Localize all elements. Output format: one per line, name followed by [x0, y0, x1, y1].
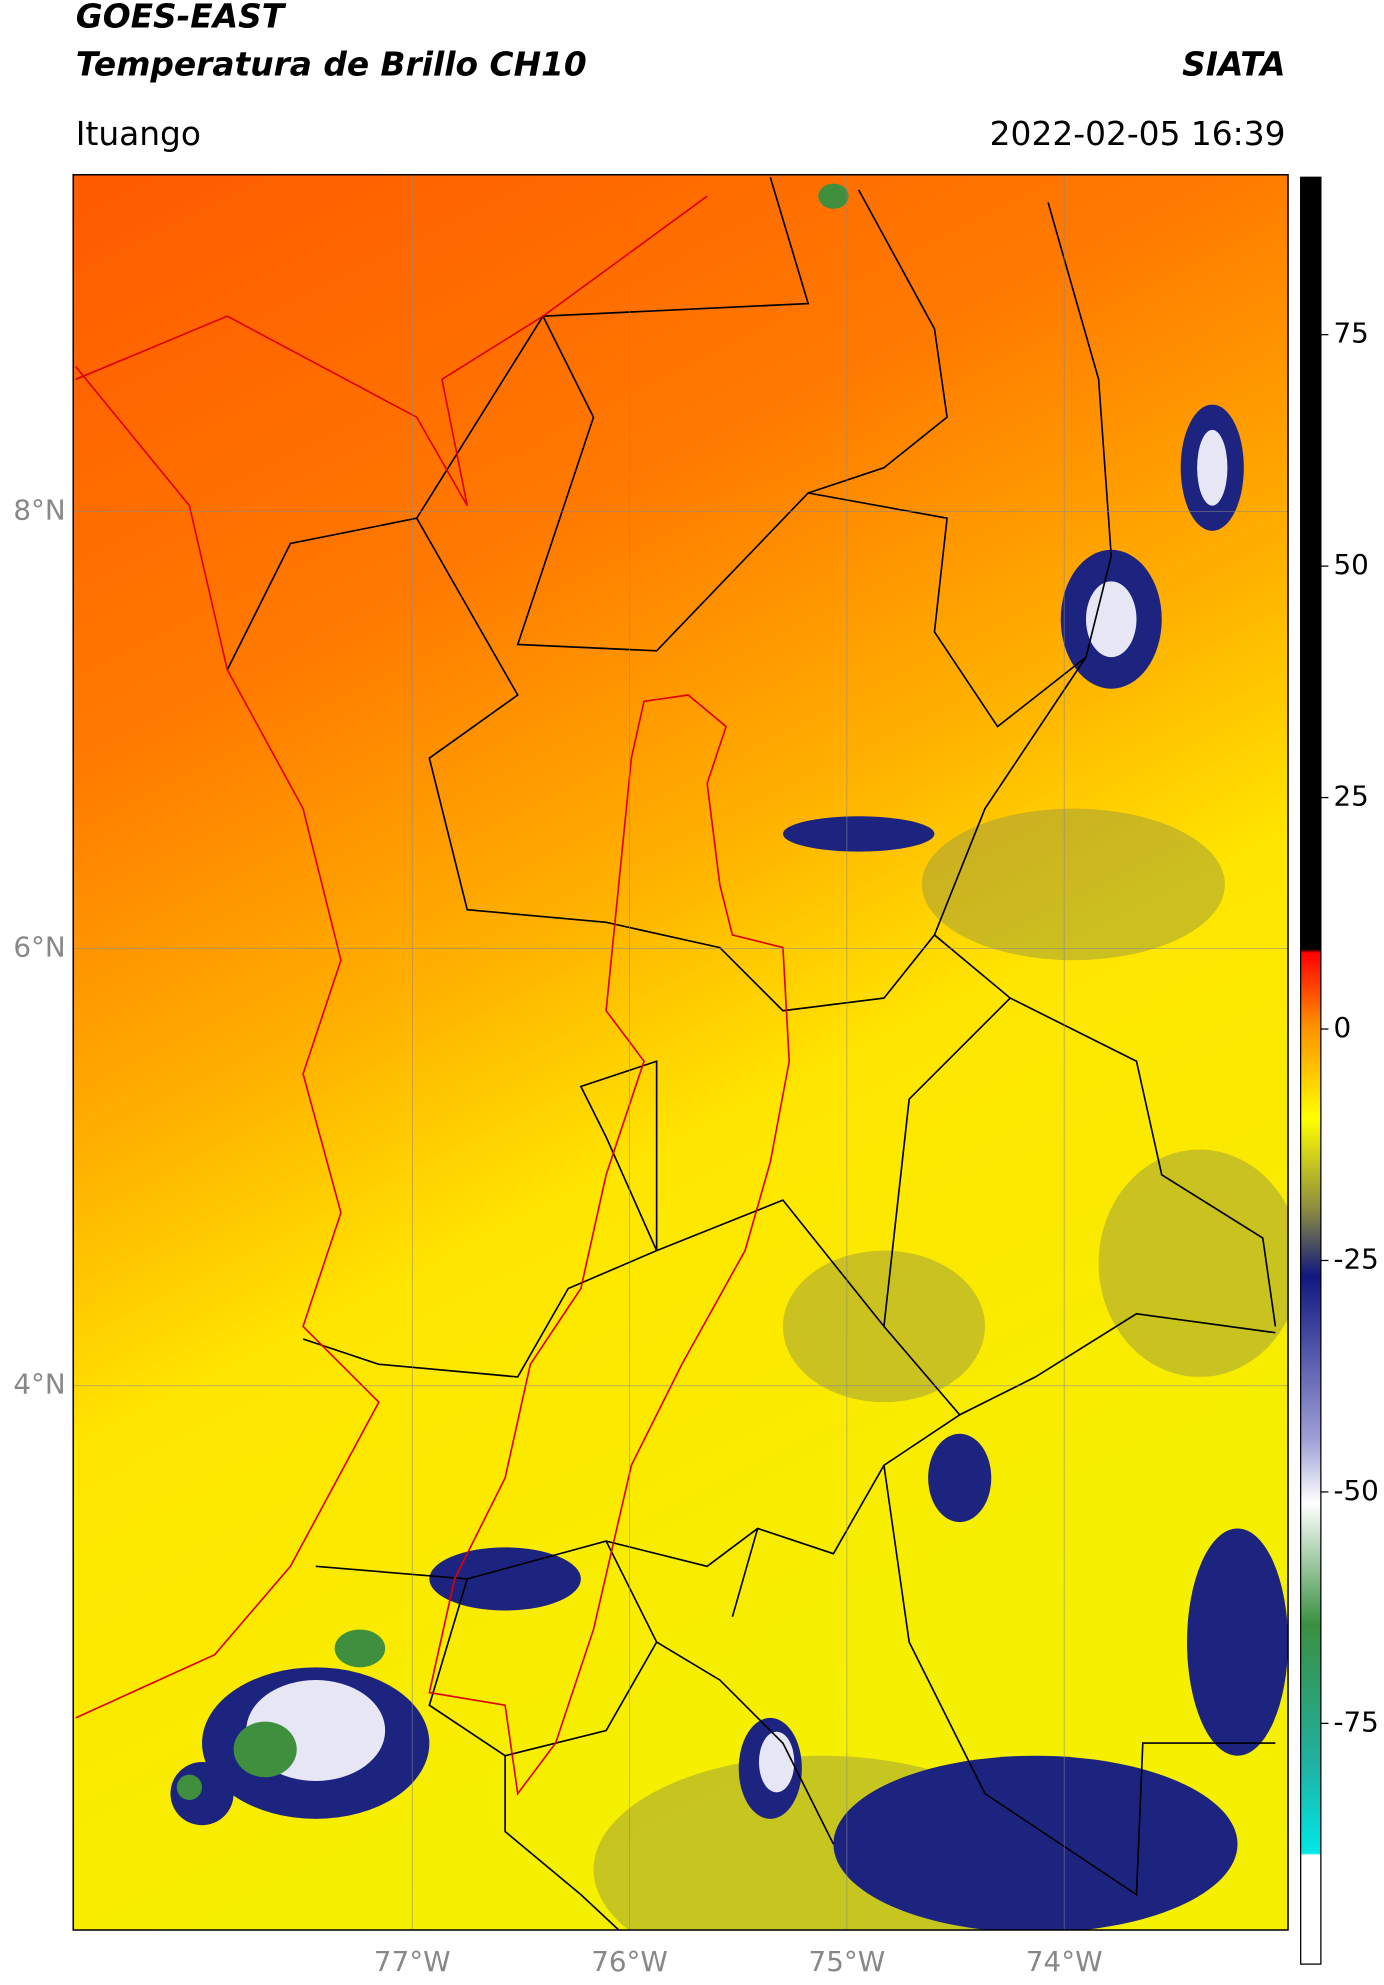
- map-image: [73, 174, 1289, 1931]
- lon-label: 74°W: [1026, 1945, 1103, 1978]
- location: Ituango: [76, 115, 201, 153]
- colorbar-tick-label: 75: [1333, 317, 1368, 350]
- colorbar-tick-label: 50: [1333, 548, 1368, 581]
- subtitle: Temperatura de Brillo CH10: [76, 46, 587, 84]
- colorbar-tick-label: -50: [1333, 1474, 1378, 1507]
- lat-label: 8°N: [13, 493, 65, 526]
- title: GOES-EAST: [76, 0, 287, 36]
- colorbar-axis: -75 -50 -25 0 25 50 75: [1320, 317, 1379, 1738]
- lon-label: 75°W: [809, 1945, 886, 1978]
- map-grid: 4°N 6°N 8°N 77°W 76°W 75°W 74°W: [13, 174, 1289, 1978]
- colorbar-tick-label: 25: [1333, 780, 1368, 813]
- lat-label: 6°N: [13, 931, 65, 964]
- colorbar-tick-label: 0: [1333, 1011, 1351, 1044]
- timestamp: 2022-02-05 16:39: [990, 115, 1286, 153]
- lon-label: 76°W: [591, 1945, 668, 1978]
- colorbar-tick-label: -25: [1333, 1242, 1378, 1275]
- brand: SIATA: [1182, 46, 1285, 84]
- map-frame: [72, 173, 1289, 1931]
- colorbar-tick-label: -75: [1333, 1705, 1378, 1738]
- lat-label: 4°N: [13, 1368, 65, 1401]
- lon-label: 77°W: [374, 1945, 451, 1978]
- colorbar: [1300, 176, 1322, 1965]
